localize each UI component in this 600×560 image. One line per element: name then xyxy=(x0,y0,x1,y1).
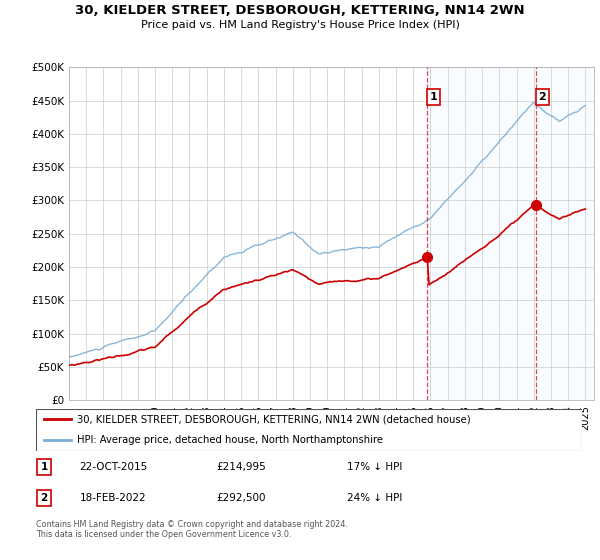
Text: HPI: Average price, detached house, North Northamptonshire: HPI: Average price, detached house, Nort… xyxy=(77,435,383,445)
FancyBboxPatch shape xyxy=(36,409,582,451)
Text: 30, KIELDER STREET, DESBOROUGH, KETTERING, NN14 2WN (detached house): 30, KIELDER STREET, DESBOROUGH, KETTERIN… xyxy=(77,414,470,424)
Text: 30, KIELDER STREET, DESBOROUGH, KETTERING, NN14 2WN: 30, KIELDER STREET, DESBOROUGH, KETTERIN… xyxy=(75,4,525,17)
Text: Contains HM Land Registry data © Crown copyright and database right 2024.
This d: Contains HM Land Registry data © Crown c… xyxy=(36,520,348,539)
Text: £214,995: £214,995 xyxy=(216,462,266,472)
Text: 18-FEB-2022: 18-FEB-2022 xyxy=(80,493,146,503)
Text: 1: 1 xyxy=(430,92,437,102)
Text: 17% ↓ HPI: 17% ↓ HPI xyxy=(347,462,403,472)
Bar xyxy=(427,67,600,400)
Text: 1: 1 xyxy=(41,462,48,472)
Text: 22-OCT-2015: 22-OCT-2015 xyxy=(80,462,148,472)
Text: 24% ↓ HPI: 24% ↓ HPI xyxy=(347,493,403,503)
Text: 2: 2 xyxy=(538,92,546,102)
Text: 2: 2 xyxy=(41,493,48,503)
Text: £292,500: £292,500 xyxy=(216,493,266,503)
Text: Price paid vs. HM Land Registry's House Price Index (HPI): Price paid vs. HM Land Registry's House … xyxy=(140,20,460,30)
